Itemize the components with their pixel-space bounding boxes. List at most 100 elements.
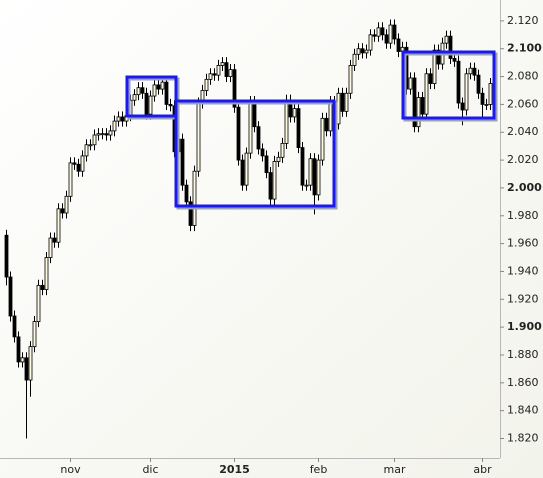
x-tick-label: feb (310, 463, 328, 476)
candle-body (376, 27, 381, 37)
candle-body (48, 237, 53, 258)
candle-body (180, 138, 185, 186)
y-tick-label: 2.040 (507, 125, 539, 138)
candle-body (36, 284, 41, 322)
candle-body (324, 117, 329, 132)
candle-body (396, 38, 401, 52)
candle-body (184, 184, 189, 203)
y-tick-label: 2.120 (507, 14, 539, 27)
candle-body (380, 27, 385, 36)
candle-body (136, 87, 141, 96)
candle-body (24, 357, 29, 381)
candle-body (44, 257, 49, 290)
candle-body (392, 24, 397, 40)
candle-body (464, 73, 469, 111)
candle-body (456, 60, 461, 104)
candle-body (244, 152, 249, 186)
candle-body (284, 99, 289, 144)
candle-body (388, 24, 393, 44)
candle-body (68, 162, 73, 197)
candle-body (220, 62, 225, 66)
x-tick-label: abr (473, 463, 492, 476)
candle-body (160, 81, 165, 90)
candle-body (452, 58, 457, 62)
candle-body (296, 108, 301, 148)
y-tick-label: 1.860 (507, 376, 539, 389)
candle-body (204, 78, 209, 91)
candle-body (140, 87, 145, 94)
candle-body (120, 116, 125, 122)
candle-body (148, 95, 153, 115)
candle-body (232, 69, 237, 108)
candle-body (252, 101, 257, 128)
y-tick-label: 1.940 (507, 264, 539, 277)
candle-body (268, 172, 273, 200)
candle-body (156, 84, 161, 90)
candle-body (272, 161, 277, 200)
candle-body (164, 81, 169, 105)
candle-body (472, 67, 477, 76)
candle-body (92, 134, 97, 146)
candle-body (428, 73, 433, 84)
candle-body (372, 34, 377, 37)
candle-body (328, 101, 333, 132)
x-tick-label: 2015 (219, 463, 250, 476)
candle-body (292, 108, 297, 118)
candle-body (488, 83, 493, 105)
range-box (125, 75, 178, 118)
y-tick-label: 2.100 (507, 42, 542, 55)
candle-body (196, 102, 201, 172)
candle-body (88, 144, 93, 147)
candle-body (216, 65, 221, 76)
candle-body (192, 170, 197, 226)
candle-body (108, 130, 113, 136)
candle-body (424, 73, 429, 115)
candle-body (312, 158, 317, 196)
y-tick-label: 2.080 (507, 70, 539, 83)
candle-body (248, 101, 253, 154)
candle-body (64, 195, 69, 214)
candle-body (72, 162, 77, 165)
y-tick-label: 2.060 (507, 97, 539, 110)
candle-body (356, 48, 361, 55)
x-tick-label: dic (142, 463, 158, 476)
candle-body (224, 62, 229, 77)
candle-body (348, 65, 353, 94)
candle-body (168, 104, 173, 107)
candle-body (420, 97, 425, 115)
candle-body (112, 120, 117, 132)
candle-body (132, 94, 137, 101)
y-tick-label: 1.820 (507, 432, 539, 445)
candle-body (316, 159, 321, 196)
candle-body (104, 133, 109, 136)
candle-body (468, 67, 473, 75)
candle-body (280, 142, 285, 158)
candle-body (52, 237, 57, 243)
candle-body (80, 155, 85, 172)
candle-body (16, 336, 21, 363)
y-tick-label: 2.020 (507, 153, 539, 166)
candle-body (300, 147, 305, 186)
y-tick-label: 1.880 (507, 348, 539, 361)
y-tick-label: 1.980 (507, 209, 539, 222)
candle-body (412, 77, 417, 128)
candle-body (352, 53, 357, 66)
candle-body (360, 48, 365, 54)
range-box (401, 50, 496, 120)
candle-body (144, 92, 149, 115)
candle-body (416, 97, 421, 128)
candle-body (344, 92, 349, 112)
candle-body (304, 184, 309, 187)
candle-body (320, 117, 325, 161)
candle-body (228, 69, 233, 77)
candle-body (40, 284, 45, 290)
range-box (174, 99, 336, 208)
candle-body (484, 104, 489, 106)
candle-body (76, 163, 81, 172)
candle-body (340, 92, 345, 112)
y-tick-label: 1.920 (507, 292, 539, 305)
candle-body (448, 35, 453, 59)
candle-body (152, 84, 157, 97)
candle-body (264, 155, 269, 174)
